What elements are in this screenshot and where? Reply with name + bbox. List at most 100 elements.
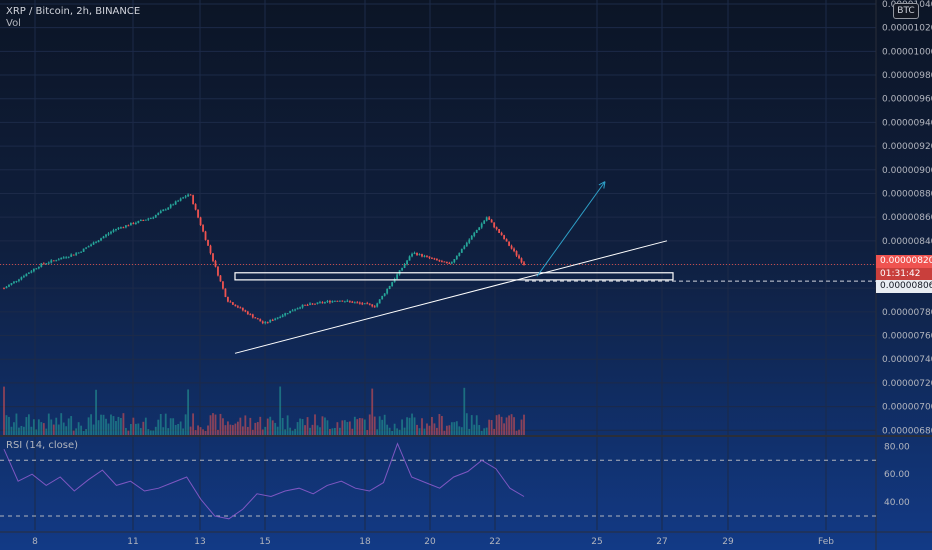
- volume-bar: [77, 422, 80, 435]
- candle-body: [129, 223, 132, 226]
- candle-body: [52, 260, 55, 262]
- volume-bar: [212, 413, 214, 435]
- volume-bar: [117, 416, 120, 435]
- volume-bar: [331, 428, 334, 435]
- volume-bar: [450, 422, 453, 435]
- volume-bar: [463, 387, 466, 435]
- volume-bar: [436, 427, 438, 435]
- candle-body: [306, 304, 309, 306]
- candle-body: [396, 274, 399, 279]
- volume-bar: [299, 418, 301, 435]
- candle-body: [18, 279, 20, 281]
- candle-body: [189, 194, 192, 196]
- volume-bar: [164, 413, 167, 435]
- volume-bar: [376, 429, 379, 435]
- volume-bar: [137, 423, 140, 435]
- candle-body: [20, 277, 23, 280]
- volume-bar: [475, 415, 478, 435]
- candle-body: [366, 303, 369, 305]
- candle-body: [294, 309, 297, 311]
- candle-body: [299, 307, 301, 309]
- y-tick-label: 0.00000760: [882, 332, 932, 342]
- volume-bar: [326, 420, 329, 435]
- x-tick-label: 8: [32, 537, 38, 547]
- candle-body: [102, 236, 105, 239]
- volume-bar: [182, 428, 185, 435]
- volume-bar: [194, 430, 197, 435]
- volume-bar: [167, 428, 170, 435]
- volume-bar: [75, 428, 78, 435]
- candle-body: [316, 302, 319, 304]
- volume-bar: [60, 413, 63, 435]
- volume-bar: [157, 419, 160, 435]
- candle-body: [443, 261, 446, 263]
- y-tick-label: 0.00000960: [882, 95, 932, 105]
- x-tick-label: 15: [259, 537, 270, 547]
- volume-bar: [30, 426, 33, 435]
- candle-body: [92, 242, 95, 245]
- volume-bar: [455, 421, 458, 435]
- volume-bar: [490, 420, 493, 435]
- candle-body: [75, 253, 78, 255]
- candle-body: [197, 209, 199, 218]
- candle-body: [194, 204, 197, 210]
- candle-body: [32, 268, 35, 272]
- volume-bar: [256, 422, 259, 435]
- candle-body: [149, 217, 152, 219]
- volume-bar: [296, 422, 299, 435]
- candle-body: [296, 308, 299, 310]
- volume-bar: [309, 427, 311, 435]
- currency-badge[interactable]: BTC: [893, 3, 919, 19]
- volume-bar: [187, 389, 190, 435]
- candle-body: [134, 222, 137, 224]
- volume-bar: [338, 427, 341, 435]
- volume-bar: [416, 424, 418, 435]
- candle-body: [289, 310, 292, 314]
- volume-bar: [214, 414, 217, 435]
- volume-bar: [403, 427, 406, 435]
- volume-bar: [244, 415, 247, 435]
- candle-body: [249, 314, 252, 316]
- volume-bar: [291, 430, 294, 435]
- volume-bar: [351, 428, 354, 435]
- candle-body: [321, 302, 324, 304]
- volume-bar: [37, 419, 40, 435]
- candle-body: [177, 200, 180, 202]
- candle-body: [324, 302, 326, 304]
- x-tick-label: 20: [424, 537, 436, 547]
- candle-body: [418, 254, 421, 256]
- x-tick-label: Feb: [818, 537, 834, 547]
- volume-bar: [27, 414, 30, 435]
- volume-bar: [286, 415, 289, 435]
- volume-bar: [204, 430, 207, 435]
- candle-body: [209, 245, 212, 254]
- candle-body: [393, 278, 396, 283]
- arrow-head: [598, 181, 606, 189]
- candle-body: [264, 322, 267, 324]
- volume-bar: [154, 426, 157, 435]
- candle-body: [107, 233, 110, 235]
- symbol-title[interactable]: XRP / Bitcoin, 2h, BINANCE: [6, 6, 141, 17]
- candle-body: [115, 228, 117, 231]
- candle-body: [212, 253, 214, 261]
- volume-bar: [110, 414, 112, 435]
- candle-body: [40, 263, 43, 267]
- candle-body: [508, 241, 510, 246]
- candle-body: [241, 307, 244, 311]
- candle-body: [503, 235, 505, 240]
- candle-body: [202, 225, 204, 232]
- candle-body: [274, 318, 277, 321]
- candle-body: [351, 301, 354, 303]
- volume-bar: [485, 427, 488, 435]
- candle-body: [378, 299, 381, 304]
- volume-bar: [505, 417, 508, 435]
- volume-bar: [361, 418, 364, 435]
- candle-body: [423, 255, 426, 257]
- candle-body: [172, 204, 175, 206]
- volume-bar: [192, 413, 194, 435]
- volume-bar: [35, 429, 38, 435]
- candle-body: [510, 245, 513, 249]
- volume-bar: [301, 419, 304, 435]
- candle-body: [132, 223, 135, 225]
